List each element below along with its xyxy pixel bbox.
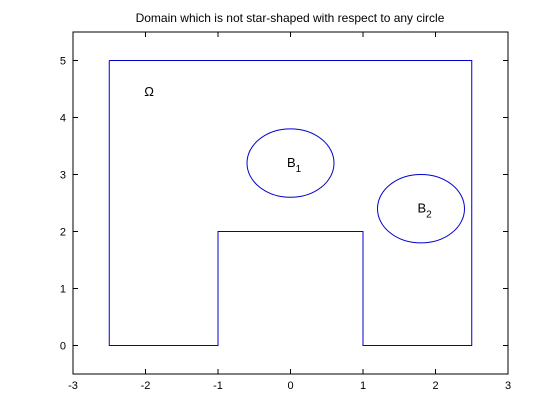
circle-b2 bbox=[377, 174, 465, 244]
axis-ticks: -3 -2 -1 0 1 2 3 0 1 2 3 4 5 bbox=[60, 32, 511, 392]
annotation-subscript: 1 bbox=[296, 164, 302, 175]
chart-title: Domain which is not star-shaped with res… bbox=[136, 11, 445, 25]
plot-area bbox=[72, 31, 509, 375]
annotation-subscript: 2 bbox=[426, 210, 432, 221]
y-tick-label: 3 bbox=[60, 170, 66, 182]
annotation-text: B bbox=[287, 155, 296, 170]
x-tick-label: 2 bbox=[432, 380, 438, 392]
circle-b1 bbox=[246, 128, 335, 198]
x-tick-label: 1 bbox=[360, 380, 366, 392]
x-tick-label: -3 bbox=[68, 380, 78, 392]
data-layer bbox=[108, 60, 473, 346]
y-tick-label: 0 bbox=[60, 341, 66, 353]
x-tick-label: -1 bbox=[213, 380, 223, 392]
circle-label-b2: B2 bbox=[418, 201, 433, 221]
x-tick-label: -2 bbox=[141, 380, 151, 392]
y-tick-label: 1 bbox=[60, 284, 66, 296]
x-tick-label: 0 bbox=[287, 380, 293, 392]
y-tick-label: 2 bbox=[60, 227, 66, 239]
y-tick-label: 4 bbox=[60, 113, 66, 125]
circle-label-b1: B1 bbox=[287, 155, 302, 175]
annotation-text: Ω bbox=[144, 84, 154, 99]
domain-label-omega: Ω bbox=[144, 84, 154, 99]
domain-boundary-line bbox=[108, 60, 473, 346]
y-tick-label: 5 bbox=[60, 56, 66, 68]
x-tick-label: 3 bbox=[505, 380, 511, 392]
annotation-text: B bbox=[418, 201, 427, 216]
